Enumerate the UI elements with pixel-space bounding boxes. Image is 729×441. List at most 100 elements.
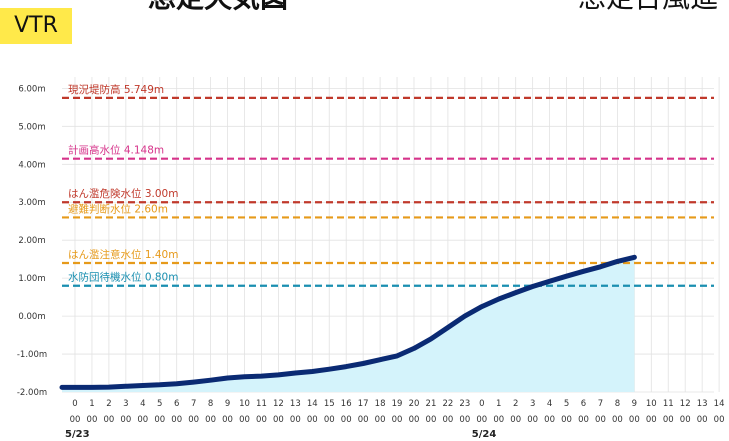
x-tick-hour: 20 [409, 399, 420, 409]
typhoon-track-title: 想定台風進 [578, 0, 718, 16]
x-tick-hour: 7 [191, 399, 196, 409]
y-tick-label: -1.00m [17, 350, 47, 360]
threshold-lines: 現況堤防高 5.749m 計画高水位 4.148m はん濫危険水位 3.00m 避難判… [62, 83, 714, 287]
x-tick-hour: 9 [632, 399, 637, 409]
x-tick-minute: 00 [714, 415, 725, 425]
x-tick-minute: 00 [87, 415, 98, 425]
threshold-label: はん濫注意水位 1.40m [68, 248, 178, 261]
x-tick-hour: 13 [290, 399, 301, 409]
threshold-label: 計画高水位 4.148m [68, 144, 164, 157]
x-tick-hour: 4 [547, 399, 552, 409]
x-tick-hour: 6 [174, 399, 179, 409]
x-tick-minute: 00 [70, 415, 81, 425]
x-tick-minute: 00 [680, 415, 691, 425]
x-tick-minute: 00 [476, 415, 487, 425]
x-tick-minute: 00 [171, 415, 182, 425]
x-tick-hour: 0 [72, 399, 77, 409]
y-tick-label: 5.00m [18, 122, 45, 132]
x-tick-minute: 00 [137, 415, 148, 425]
water-level-area [62, 257, 635, 392]
x-tick-minute: 00 [646, 415, 657, 425]
x-tick-hour: 7 [598, 399, 603, 409]
x-tick-minute: 00 [341, 415, 352, 425]
x-tick-minute: 00 [459, 415, 470, 425]
x-tick-minute: 00 [493, 415, 504, 425]
x-tick-hour: 8 [208, 399, 213, 409]
x-tick-hour: 15 [324, 399, 335, 409]
x-tick-minute: 00 [290, 415, 301, 425]
x-tick-minute: 00 [544, 415, 555, 425]
x-tick-hour: 13 [697, 399, 708, 409]
y-tick-label: 4.00m [18, 160, 45, 170]
x-tick-hour: 8 [615, 399, 620, 409]
x-tick-minute: 00 [629, 415, 640, 425]
x-tick-hour: 19 [392, 399, 403, 409]
x-tick-hour: 23 [459, 399, 470, 409]
x-tick-hour: 5 [564, 399, 569, 409]
x-date-label: 5/24 [472, 429, 497, 440]
x-tick-hour: 12 [273, 399, 284, 409]
x-tick-minute: 00 [612, 415, 623, 425]
x-tick-minute: 00 [595, 415, 606, 425]
x-tick-hour: 6 [581, 399, 586, 409]
x-tick-hour: 12 [680, 399, 691, 409]
x-tick-minute: 00 [103, 415, 114, 425]
x-tick-minute: 00 [324, 415, 335, 425]
x-tick-minute: 00 [561, 415, 572, 425]
x-tick-minute: 00 [409, 415, 420, 425]
y-axis: 6.00m 5.00m 4.00m 3.00m 2.00m 1.00m 0.00m -1.00… [17, 84, 47, 398]
x-tick-minute: 00 [188, 415, 199, 425]
threshold-label: 水防団待機水位 0.80m [68, 271, 178, 284]
x-tick-minute: 00 [222, 415, 233, 425]
threshold-label: 現況堤防高 5.749m [68, 83, 164, 96]
x-tick-hour: 21 [426, 399, 437, 409]
x-tick-hour: 11 [256, 399, 267, 409]
x-tick-minute: 00 [426, 415, 437, 425]
x-tick-minute: 00 [256, 415, 267, 425]
x-tick-hour: 14 [714, 399, 725, 409]
x-tick-hour: 16 [341, 399, 352, 409]
x-tick-hour: 2 [106, 399, 111, 409]
threshold-label: 避難判断水位 2.60m [68, 202, 168, 215]
x-axis: 0001002003004005006007008009001000110012… [65, 399, 725, 440]
x-tick-minute: 00 [307, 415, 318, 425]
x-tick-hour: 5 [157, 399, 162, 409]
weather-map-title: 想定天気図 [148, 0, 288, 16]
x-tick-hour: 10 [646, 399, 657, 409]
x-tick-hour: 22 [442, 399, 453, 409]
water-level-line [59, 254, 637, 390]
x-date-label: 5/23 [65, 429, 90, 440]
x-tick-hour: 4 [140, 399, 145, 409]
y-tick-label: 3.00m [18, 198, 45, 208]
x-tick-hour: 1 [496, 399, 501, 409]
x-tick-hour: 1 [89, 399, 94, 409]
x-tick-minute: 00 [239, 415, 250, 425]
y-tick-label: 6.00m [18, 84, 45, 94]
x-tick-minute: 00 [358, 415, 369, 425]
x-tick-hour: 0 [479, 399, 484, 409]
x-tick-minute: 00 [375, 415, 386, 425]
x-tick-hour: 17 [358, 399, 369, 409]
x-tick-minute: 00 [697, 415, 708, 425]
x-tick-hour: 3 [123, 399, 128, 409]
x-tick-minute: 00 [205, 415, 216, 425]
x-tick-minute: 00 [510, 415, 521, 425]
x-tick-minute: 00 [527, 415, 538, 425]
x-tick-hour: 11 [663, 399, 674, 409]
chart-grid [62, 77, 720, 393]
x-tick-hour: 2 [513, 399, 518, 409]
x-tick-hour: 10 [239, 399, 250, 409]
x-tick-minute: 00 [578, 415, 589, 425]
x-tick-hour: 9 [225, 399, 230, 409]
x-tick-minute: 00 [154, 415, 165, 425]
x-tick-minute: 00 [120, 415, 131, 425]
y-tick-label: 1.00m [18, 274, 45, 284]
y-tick-label: 0.00m [18, 312, 45, 322]
x-tick-hour: 18 [375, 399, 386, 409]
x-tick-minute: 00 [442, 415, 453, 425]
y-tick-label: -2.00m [17, 388, 47, 398]
x-tick-minute: 00 [392, 415, 403, 425]
vtr-badge: VTR [0, 8, 72, 44]
y-tick-label: 2.00m [18, 236, 45, 246]
